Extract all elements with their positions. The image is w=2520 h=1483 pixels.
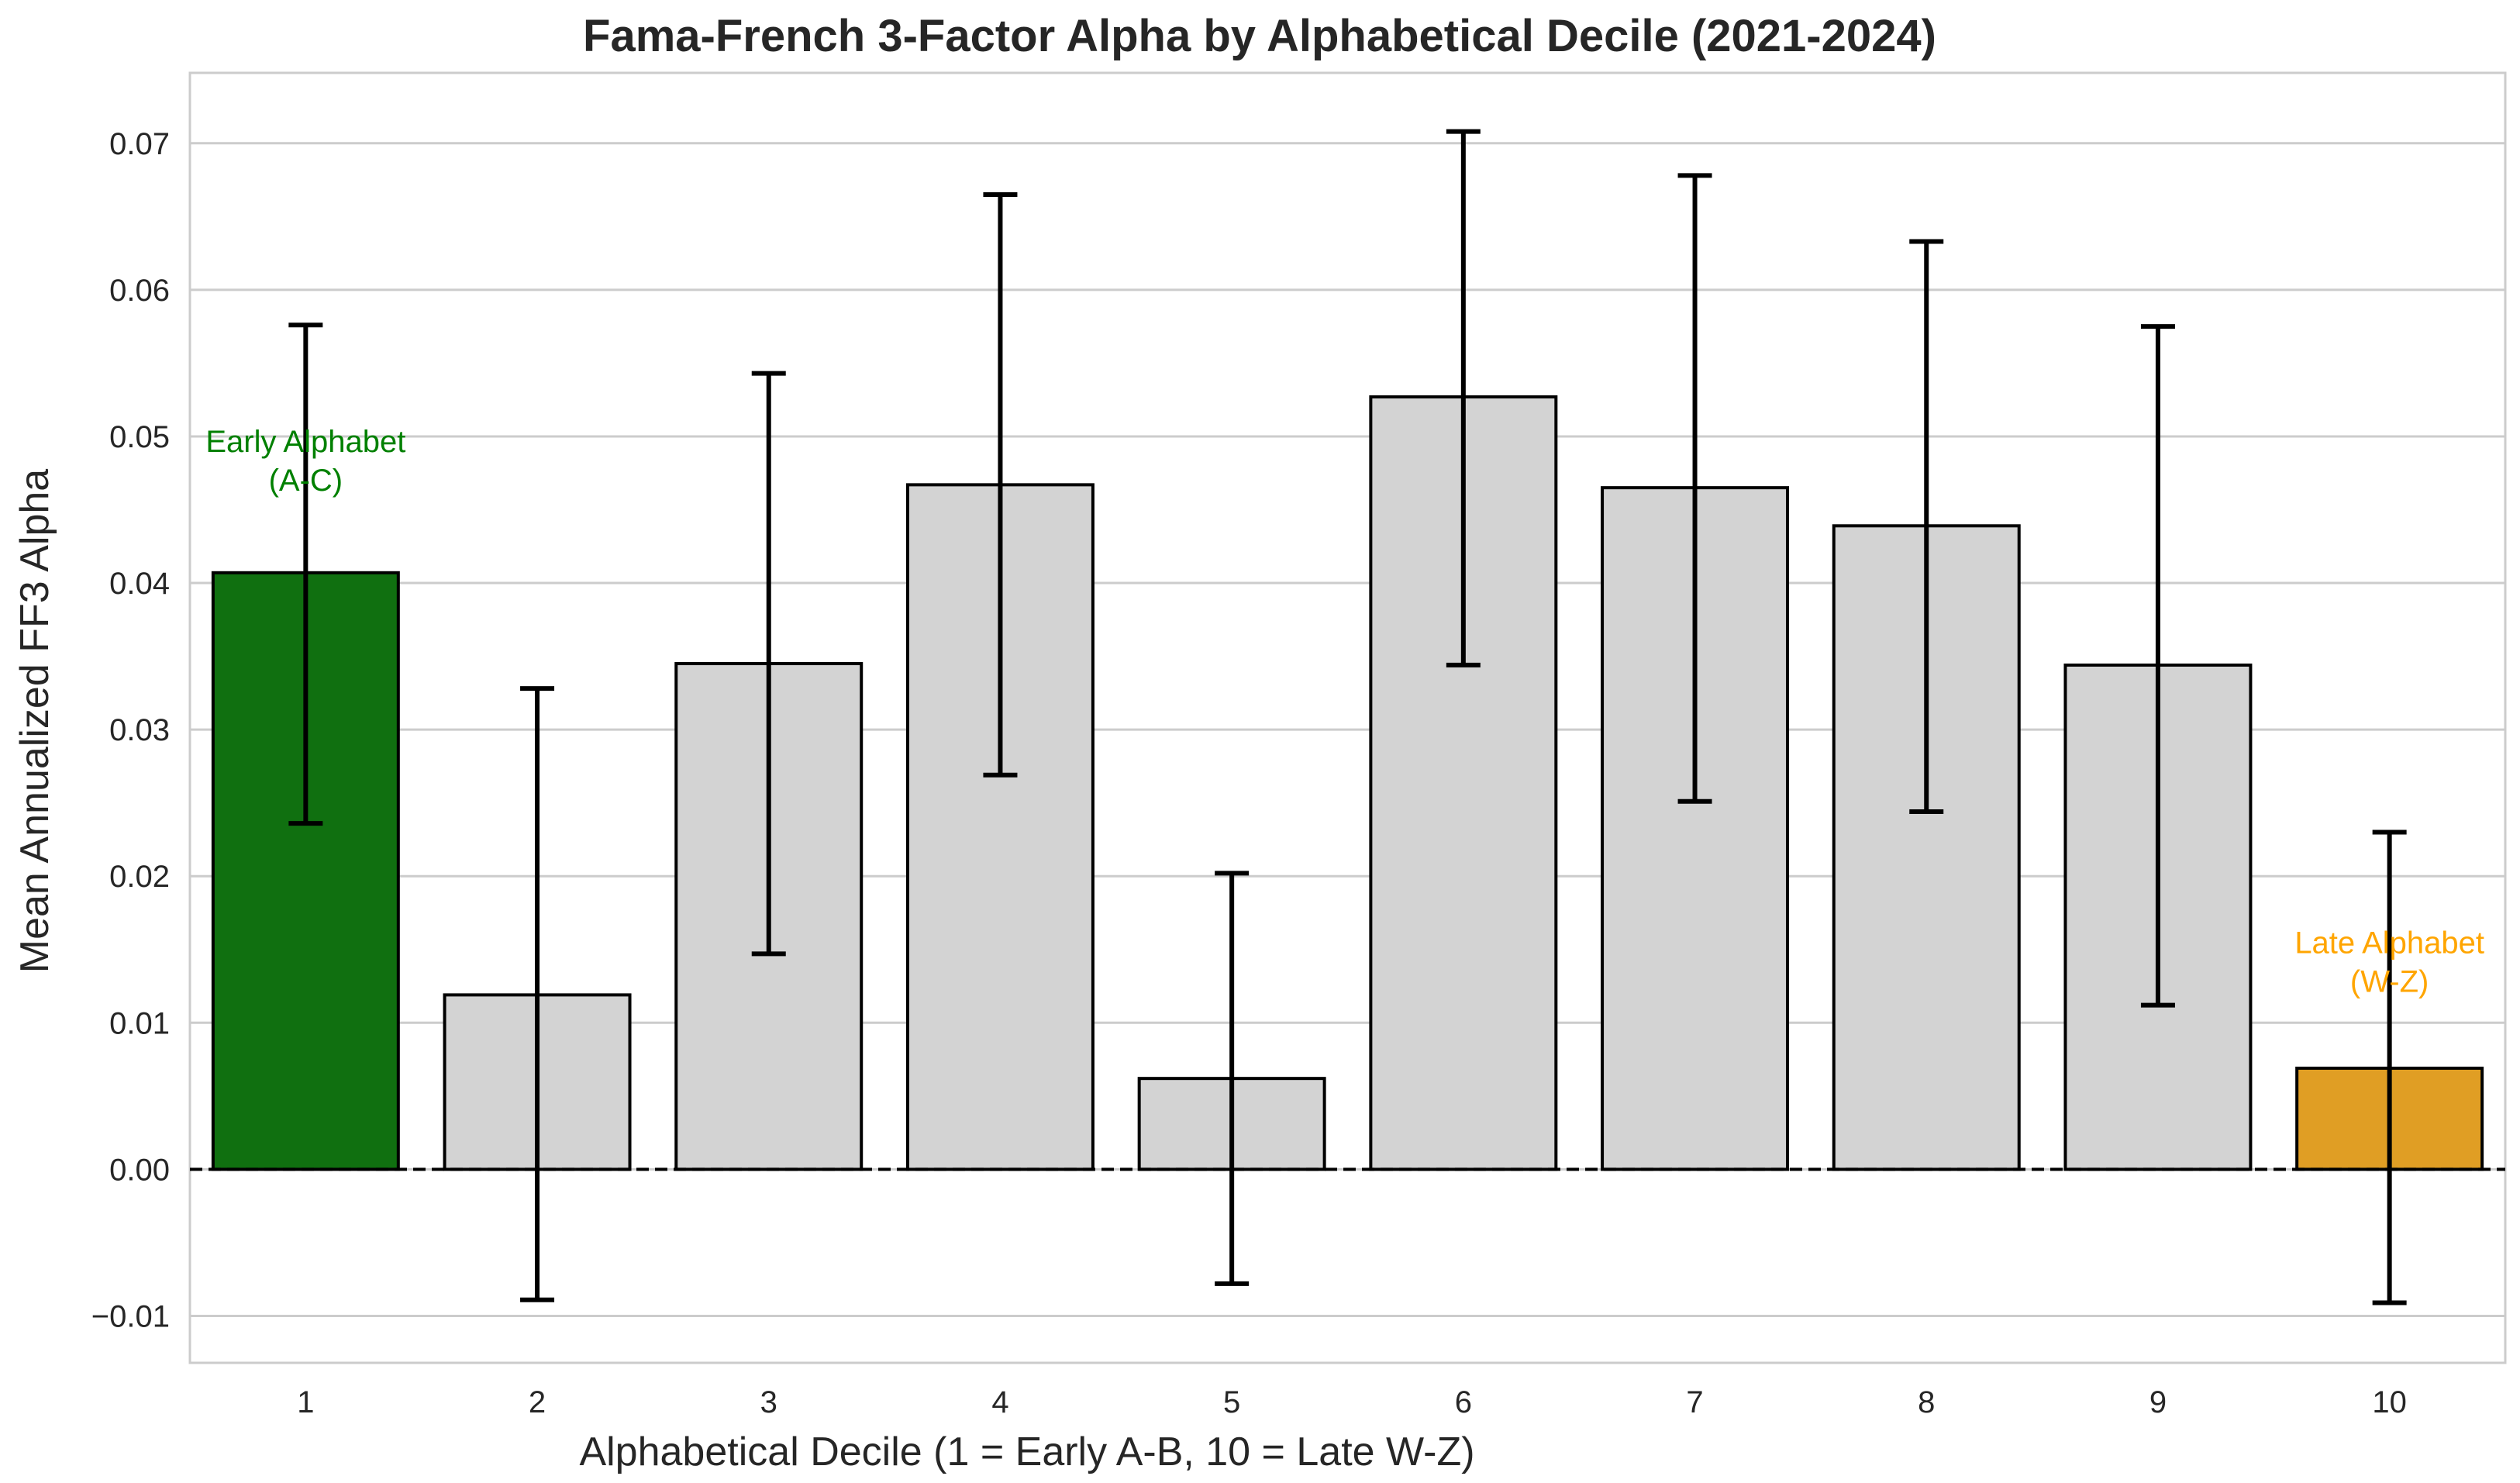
y-axis-label: Mean Annualized FF3 Alpha: [12, 469, 57, 974]
y-tick-label: 0.07: [109, 127, 170, 161]
x-tick-label: 8: [1918, 1385, 1935, 1419]
y-tick-label: 0.01: [109, 1006, 170, 1040]
x-tick-label: 4: [991, 1385, 1008, 1419]
y-tick-label: −0.01: [91, 1299, 170, 1333]
x-tick-label: 3: [760, 1385, 777, 1419]
annotations: Early Alphabet (A-C) Late Alphabet (W-Z): [205, 425, 2484, 999]
x-tick-label: 10: [2372, 1385, 2407, 1419]
x-tick-label: 6: [1455, 1385, 1472, 1419]
annotation-text: (W-Z): [2350, 965, 2429, 999]
annotation-text: Early Alphabet: [205, 425, 405, 459]
x-tick-label: 1: [297, 1385, 314, 1419]
x-tick-label: 5: [1223, 1385, 1240, 1419]
x-tick-label: 7: [1686, 1385, 1703, 1419]
x-tick-label: 9: [2149, 1385, 2167, 1419]
x-tick-label: 2: [529, 1385, 546, 1419]
y-tick-label: 0.02: [109, 860, 170, 894]
annotation-text: (A-C): [269, 464, 343, 498]
x-axis-label: Alphabetical Decile (1 = Early A-B, 10 =…: [579, 1430, 1474, 1474]
chart-title: Fama-French 3-Factor Alpha by Alphabetic…: [583, 11, 1936, 61]
y-tick-label: 0.03: [109, 713, 170, 747]
error-bars: [288, 129, 2407, 1305]
bars: [211, 395, 2484, 1171]
y-tick-label: 0.00: [109, 1153, 170, 1187]
y-tick-label: 0.05: [109, 420, 170, 454]
annotation-text: Late Alphabet: [2294, 926, 2484, 961]
y-tick-labels: −0.01 0.00 0.01 0.02 0.03 0.04 0.05 0.06 0.07: [91, 127, 170, 1334]
x-tick-labels: 1 2 3 4 5 6 7 8 9 10: [297, 1385, 2407, 1419]
y-tick-label: 0.06: [109, 274, 170, 308]
y-tick-label: 0.04: [109, 567, 170, 601]
plot-area-frame: [188, 71, 2507, 1364]
